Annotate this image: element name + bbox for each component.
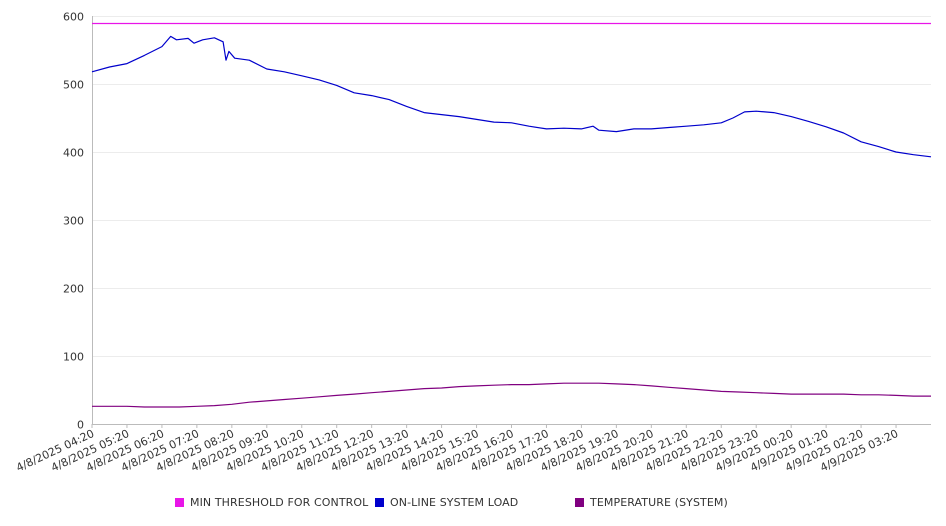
legend-swatch-system-load [375, 498, 384, 507]
series-line-on-line-system-load [91, 35, 932, 158]
legend-label-temperature: TEMPERATURE (SYSTEM) [590, 496, 728, 509]
legend: MIN THRESHOLD FOR CONTROL ON-LINE SYSTEM… [0, 496, 946, 516]
series-line-temperature-system [92, 382, 931, 408]
y-tick-label: 500 [63, 79, 84, 92]
y-tick-label: 200 [63, 283, 84, 296]
legend-item-system-load[interactable]: ON-LINE SYSTEM LOAD [375, 496, 518, 509]
legend-swatch-min-threshold [175, 498, 184, 507]
legend-label-system-load: ON-LINE SYSTEM LOAD [390, 496, 519, 509]
y-tick-label: 400 [63, 147, 84, 160]
y-tick-label: 600 [63, 11, 84, 24]
y-tick-label: 100 [63, 351, 84, 364]
grid [92, 16, 931, 357]
chart-plot: 0 100 200 300 400 500 600 4/8/2025 04:204/8/20… [14, 11, 932, 475]
y-tick-label: 0 [77, 419, 84, 432]
y-tick-labels: 0 100 200 300 400 500 600 [63, 11, 84, 432]
legend-item-min-threshold[interactable]: MIN THRESHOLD FOR CONTROL [175, 496, 368, 509]
y-tick-label: 300 [63, 215, 84, 228]
x-tick-labels: 4/8/2025 04:204/8/2025 05:204/8/2025 06:… [14, 427, 900, 475]
legend-swatch-temperature [575, 498, 584, 507]
series-lines [91, 22, 932, 408]
legend-label-min-threshold: MIN THRESHOLD FOR CONTROL [190, 496, 369, 509]
legend-item-temperature[interactable]: TEMPERATURE (SYSTEM) [575, 496, 728, 509]
axes [91, 16, 931, 428]
